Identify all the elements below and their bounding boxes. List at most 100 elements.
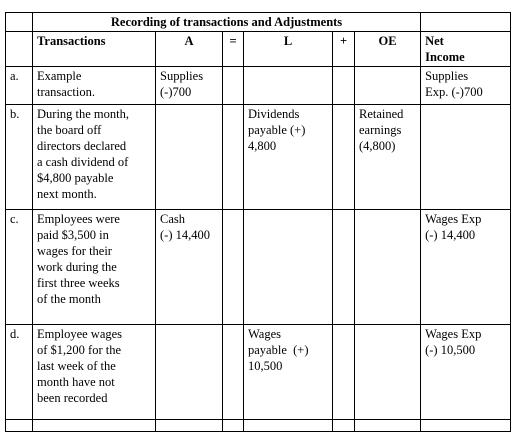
cell-text: Income [425, 50, 465, 64]
ni-cell: Supplies Exp. (-)700 [420, 66, 512, 105]
cell-text: Dividends [248, 107, 300, 121]
header-row: Transactions A = L + OE Net Income [5, 31, 512, 67]
oe-cell [353, 419, 422, 432]
eq-cell [222, 209, 244, 325]
ni-cell: Wages Exp (-) 10,500 [420, 324, 512, 420]
transactions-table: Recording of transactions and Adjustment… [5, 12, 512, 432]
letter-cell: b. [5, 104, 33, 210]
cell-text: payable (+) [248, 123, 306, 137]
eq-cell [222, 419, 244, 432]
cell-text: Cash [160, 212, 185, 226]
plus-cell: + [332, 31, 355, 67]
cell-text: of the month [37, 292, 101, 306]
cell-text: Example [37, 69, 82, 83]
cell-text: a. [10, 69, 19, 83]
plus-cell [332, 104, 355, 210]
cell-text: been recorded [37, 391, 108, 405]
l-cell [243, 209, 333, 325]
ni-cell [420, 104, 512, 210]
l-cell: L [243, 31, 333, 67]
cell-text: last week of the [37, 359, 116, 373]
cell-text: Retained [359, 107, 404, 121]
cell-text: $4,800 payable [37, 171, 114, 185]
transaction-cell: Example transaction. [32, 66, 156, 105]
ni-cell: Wages Exp (-) 14,400 [420, 209, 512, 325]
eq-cell [222, 104, 244, 210]
cell-text: Supplies [160, 69, 204, 83]
transaction-cell: Employees were paid $3,500 in wages for th… [32, 209, 156, 325]
a-cell: Cash (-) 14,400 [155, 209, 223, 325]
cell-text: Supplies [425, 69, 469, 83]
cell-text: the board off [37, 123, 102, 137]
blank-cell [420, 12, 512, 32]
a-cell: A [155, 31, 223, 67]
ni-cell [420, 419, 512, 432]
cell-text: + [339, 34, 348, 48]
plus-cell [332, 66, 355, 105]
cell-text: (-) 14,400 [160, 228, 210, 242]
a-cell: Supplies (-)700 [155, 66, 223, 105]
cell-text: month have not [37, 375, 115, 389]
transaction-cell: During the month, the board off directors … [32, 104, 156, 210]
letter-cell: a. [5, 66, 33, 105]
cell-text: (-) 10,500 [425, 343, 476, 357]
cell-text: paid $3,500 in [37, 228, 109, 242]
cell-text: Wages [248, 327, 282, 341]
cell-text: first three weeks [37, 276, 120, 290]
cell-text: next month. [37, 187, 97, 201]
l-cell: Dividends payable (+) 4,800 [243, 104, 333, 210]
cell-text: A [184, 34, 194, 48]
cell-text: 4,800 [248, 139, 277, 153]
l-cell [243, 419, 333, 432]
letter-cell [5, 31, 33, 67]
title-row: Recording of transactions and Adjustment… [5, 12, 512, 32]
table-title: Recording of transactions and Adjustment… [31, 12, 422, 32]
trailing-row [5, 419, 512, 432]
cell-text: a cash dividend of [37, 155, 129, 169]
cell-text: d. [10, 327, 20, 341]
cell-text: earnings [359, 123, 402, 137]
oe-cell: OE [353, 31, 422, 67]
cell-text: wages for their [37, 244, 112, 258]
oe-cell [353, 209, 422, 325]
oe-cell [353, 324, 422, 420]
l-cell [243, 66, 333, 105]
data-row: d. Employee wages of $1,200 for the last we… [5, 324, 512, 420]
cell-text: transaction. [37, 85, 95, 99]
cell-text: (4,800) [359, 139, 396, 153]
cell-text: b. [10, 107, 20, 121]
cell-text: Transactions [37, 34, 106, 48]
plus-cell [332, 209, 355, 325]
transaction-cell: Employee wages of $1,200 for the last week… [32, 324, 156, 420]
cell-text: Wages Exp [425, 212, 482, 226]
data-row: b. During the month, the board off director… [5, 104, 512, 210]
cell-text: Wages Exp [425, 327, 482, 341]
transaction-cell [32, 419, 156, 432]
cell-text: During the month, [37, 107, 130, 121]
ni-cell: Net Income [420, 31, 512, 67]
letter-cell: d. [5, 324, 33, 420]
data-row: a. Example transaction. Supplies (-)700 Suppl… [5, 66, 512, 105]
cell-text: payable (+) [248, 343, 309, 357]
l-cell: Wages payable (+) 10,500 [243, 324, 333, 420]
cell-text: = [229, 34, 237, 48]
data-row: c. Employees were paid $3,500 in wages for … [5, 209, 512, 325]
cell-text: OE [378, 34, 397, 48]
cell-text: 10,500 [248, 359, 283, 373]
transaction-cell: Transactions [32, 31, 156, 67]
cell-text: directors declared [37, 139, 127, 153]
eq-cell [222, 324, 244, 420]
cell-text: c. [10, 212, 19, 226]
a-cell [155, 419, 223, 432]
plus-cell [332, 324, 355, 420]
oe-cell: Retained earnings (4,800) [353, 104, 422, 210]
cell-text: Exp. (-)700 [425, 85, 483, 99]
cell-text: Employees were [37, 212, 120, 226]
plus-cell [332, 419, 355, 432]
a-cell [155, 104, 223, 210]
eq-cell: = [222, 31, 244, 67]
cell-text: (-)700 [160, 85, 192, 99]
cell-text: of $1,200 for the [37, 343, 122, 357]
cell-text: L [283, 34, 293, 48]
eq-cell [222, 66, 244, 105]
